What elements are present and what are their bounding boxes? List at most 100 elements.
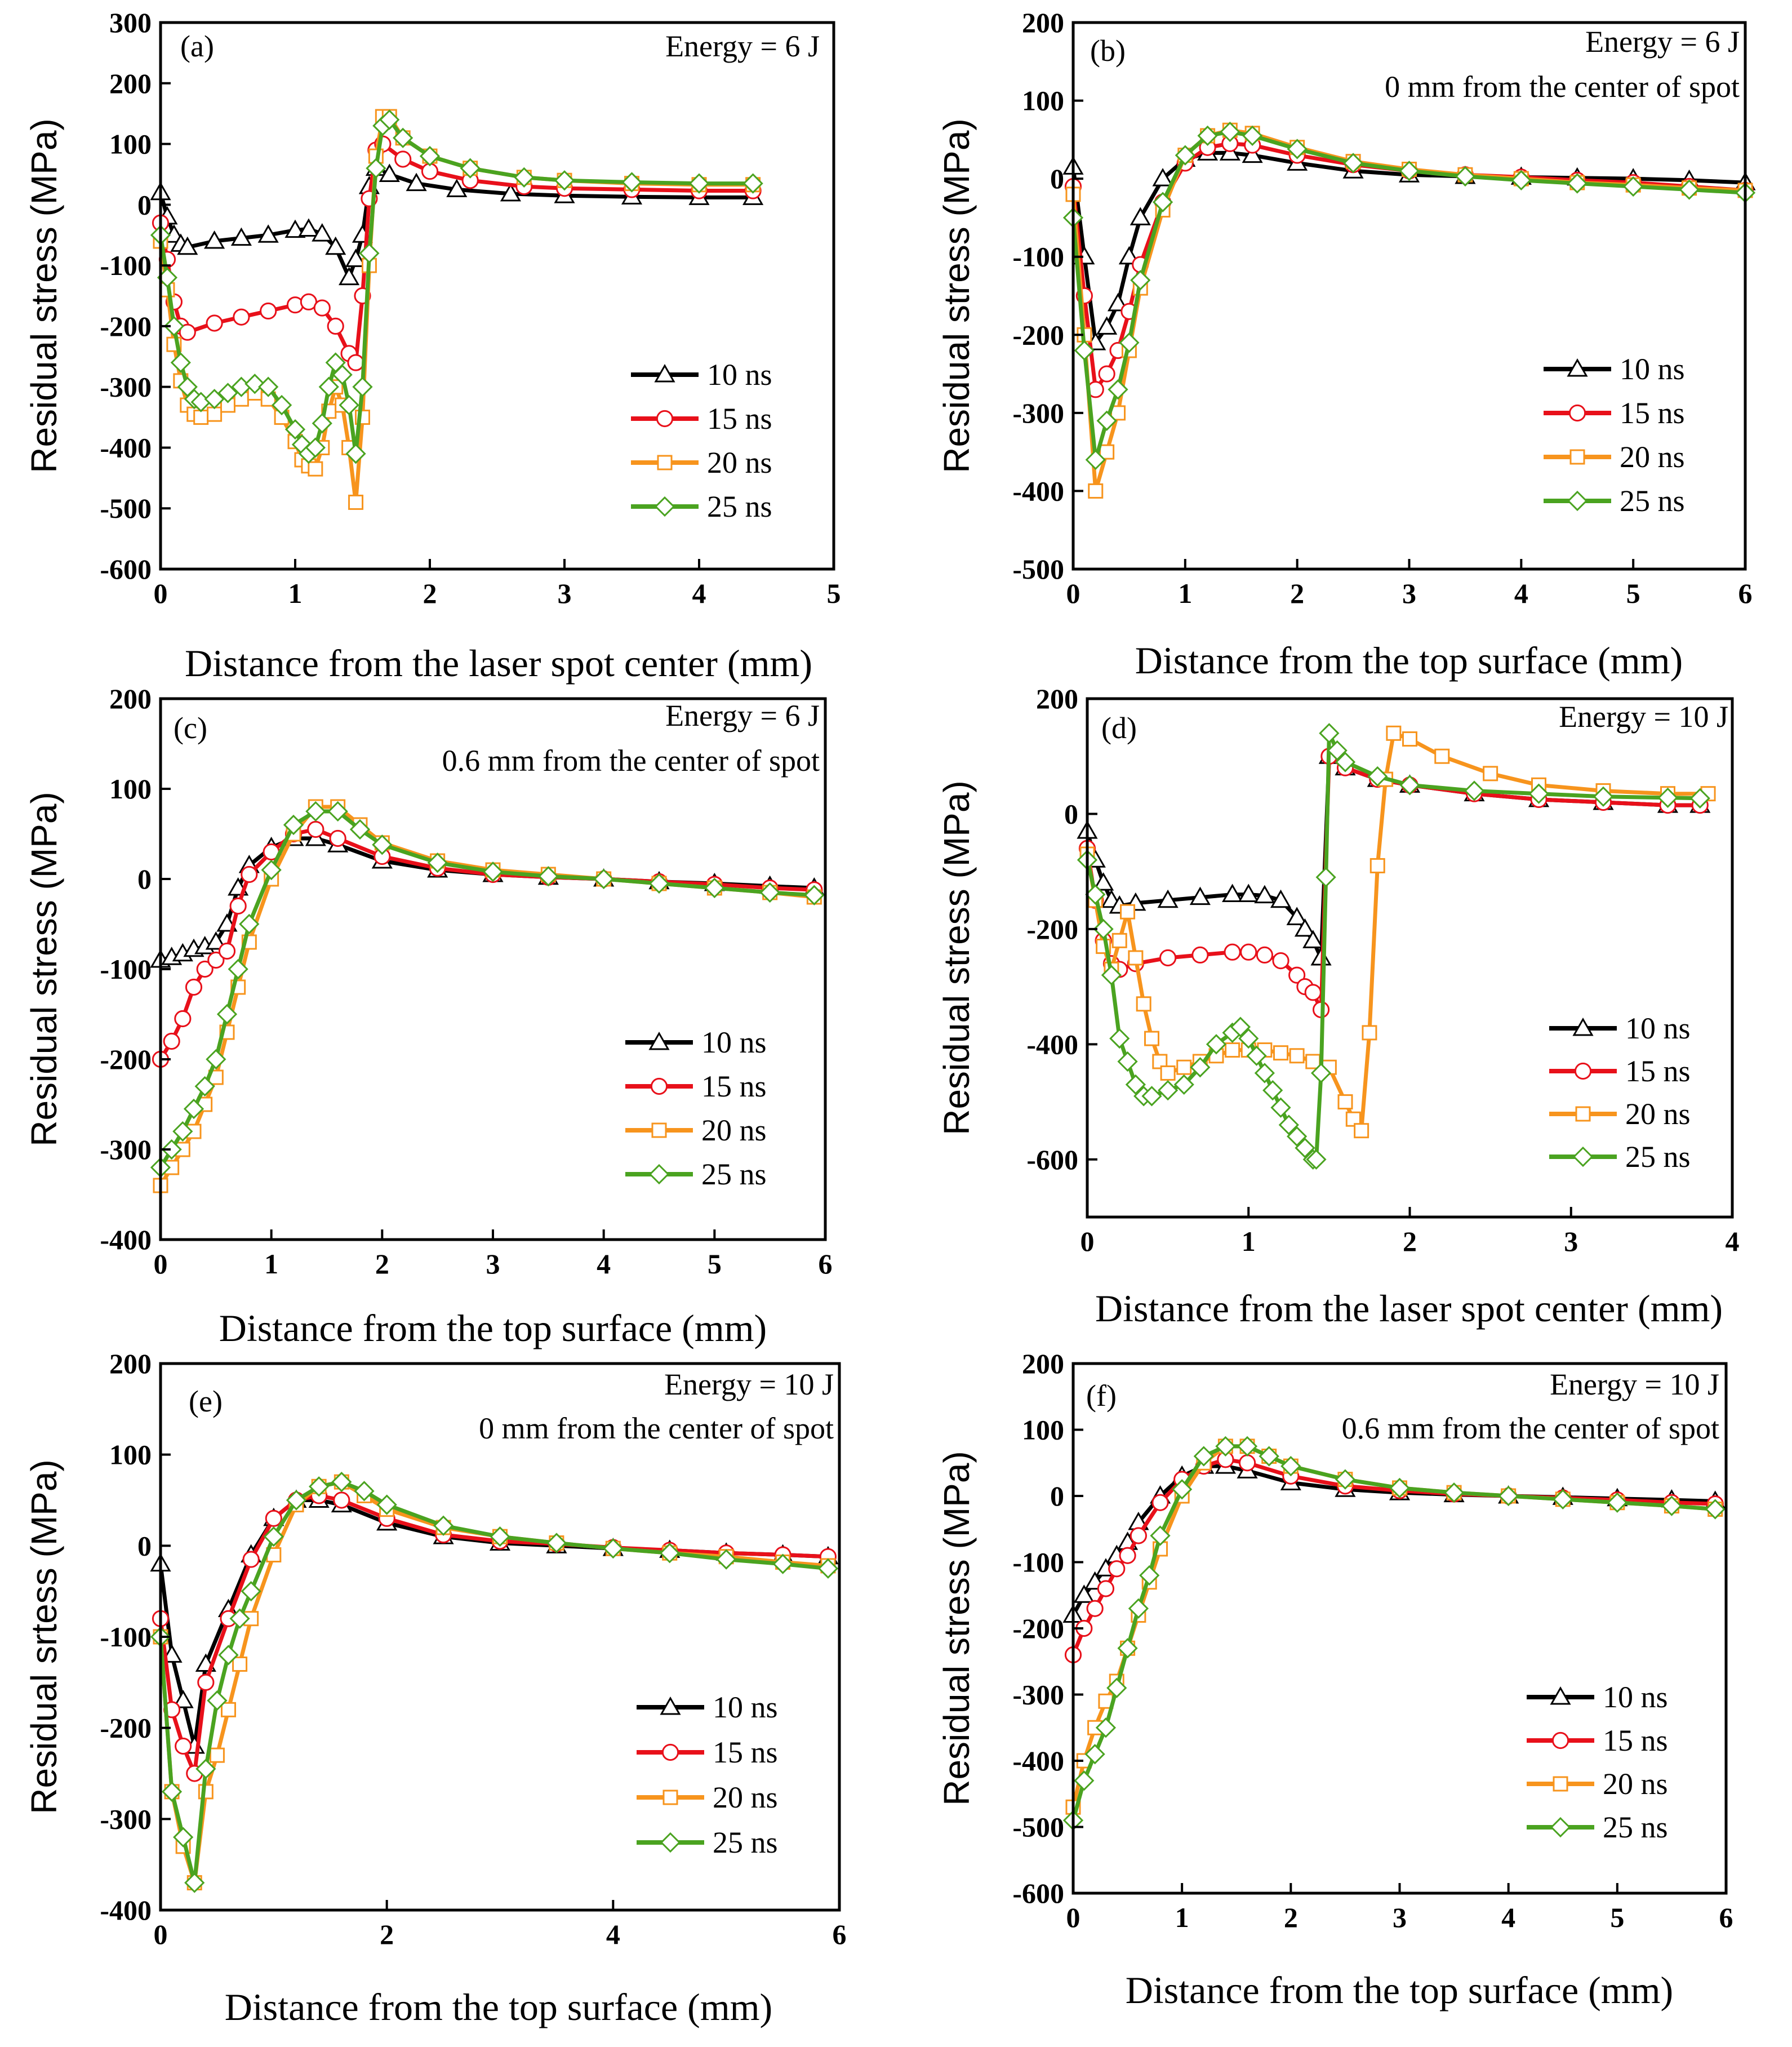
x-axis-label-e: Distance from the top surface (mm) [225, 1986, 772, 2028]
series-line-e-1 [158, 1493, 829, 1775]
y-tick-label-f-7: 100 [1022, 1414, 1064, 1446]
data-point-d-0-7 [1189, 886, 1211, 905]
y-tick-label-a-3: -300 [100, 371, 152, 403]
y-tick-label-d-2: -200 [1026, 913, 1078, 945]
y-tick-label-a-0: -600 [100, 553, 152, 585]
data-point-c-3-11 [305, 801, 326, 822]
data-point-c-3-13 [349, 819, 371, 840]
legend-label-f-2: 20 ns [1603, 1767, 1668, 1801]
data-point-a-3-35 [742, 173, 763, 194]
data-point-a-3-12 [271, 394, 292, 416]
y-tick-label-f-0: -600 [1012, 1877, 1064, 1909]
y-tick-label-c-6: 200 [109, 683, 152, 714]
legend-label-a-2: 20 ns [707, 446, 772, 479]
y-tick-label-e-0: -400 [100, 1894, 152, 1926]
data-point-a-3-21 [339, 394, 359, 416]
chart-panel-c: 0 1 2 3 4 5 6 -400 -300 -200 -100 0 100 200 Distance f… [24, 683, 833, 1349]
data-point-b-3-15 [1455, 166, 1476, 187]
data-point-a-3-16 [305, 437, 326, 458]
data-point-f-1-7 [1151, 1494, 1169, 1511]
legend-marker-a-1 [656, 410, 674, 428]
x-tick-label-d-3: 3 [1564, 1225, 1578, 1257]
data-point-d-2-30 [1483, 766, 1498, 781]
data-point-e-1-2 [175, 1737, 192, 1755]
data-point-a-3-31 [514, 167, 535, 188]
y-axis-label-e: Residual srtess (MPa) [24, 1459, 64, 1814]
data-point-d-2-18 [1289, 1048, 1305, 1064]
data-point-b-0-3 [1096, 316, 1118, 335]
data-point-f-3-15 [1335, 1469, 1356, 1490]
panel-label-a: (a) [180, 29, 214, 63]
data-point-d-3-5 [1117, 1051, 1138, 1072]
data-point-d-2-23 [1354, 1123, 1369, 1139]
y-tick-label-b-7: 200 [1022, 7, 1064, 38]
legend-marker-f-3 [1550, 1817, 1571, 1838]
legend-label-c-3: 25 ns [701, 1157, 767, 1191]
x-tick-label-f-4: 4 [1501, 1902, 1515, 1933]
y-tick-label-b-6: 100 [1022, 85, 1064, 117]
data-point-b-3-16 [1511, 170, 1532, 191]
data-point-b-3-9 [1197, 125, 1218, 146]
data-point-e-3-3 [184, 1872, 205, 1893]
data-point-c-3-3 [183, 1098, 204, 1120]
x-tick-label-e-3: 6 [833, 1919, 847, 1950]
data-point-a-0-17 [379, 163, 400, 182]
data-point-b-1-3 [1098, 365, 1115, 383]
data-point-a-3-29 [419, 145, 441, 167]
data-point-d-2-4 [1111, 933, 1127, 948]
data-point-b-0-6 [1130, 207, 1151, 225]
y-tick-label-a-5: -100 [100, 250, 152, 281]
data-point-f-3-9 [1172, 1479, 1193, 1500]
data-point-d-3-6 [1125, 1074, 1146, 1095]
data-point-b-3-12 [1287, 139, 1308, 159]
x-tick-label-a-1: 1 [288, 578, 303, 609]
data-point-d-0-2 [1093, 872, 1114, 891]
legend-marker-b-2 [1569, 449, 1585, 465]
data-point-c-3-6 [216, 1003, 238, 1025]
annotation-b-1: 0 mm from the center of spot [1385, 70, 1740, 104]
data-point-f-3-3 [1095, 1717, 1117, 1738]
data-point-a-2-7 [207, 406, 223, 422]
y-tick-label-b-4: -100 [1012, 241, 1064, 273]
data-point-d-0-12 [1286, 907, 1308, 925]
y-tick-label-b-2: -300 [1012, 397, 1064, 429]
x-tick-label-e-2: 4 [606, 1919, 620, 1950]
y-tick-label-c-5: 100 [109, 773, 152, 805]
legend-label-a-1: 15 ns [707, 402, 772, 436]
data-point-f-1-6 [1130, 1527, 1148, 1544]
legend-marker-d-2 [1575, 1106, 1591, 1122]
data-point-d-2-5 [1120, 904, 1136, 920]
data-point-b-3-11 [1242, 125, 1263, 146]
data-point-d-0-10 [1254, 885, 1275, 904]
x-tick-label-b-5: 5 [1626, 578, 1640, 609]
data-point-a-0-7 [257, 224, 279, 243]
x-tick-label-b-1: 1 [1178, 578, 1192, 609]
x-tick-label-a-0: 0 [154, 578, 168, 609]
data-point-e-3-15 [433, 1515, 454, 1536]
data-point-e-3-4 [195, 1759, 216, 1779]
data-point-d-3-4 [1109, 1028, 1130, 1049]
legend-marker-d-3 [1572, 1146, 1594, 1167]
data-point-b-3-19 [1679, 179, 1700, 200]
data-point-a-3-17 [312, 413, 332, 434]
data-point-f-3-12 [1237, 1436, 1258, 1457]
annotation-d-0: Energy = 10 J [1559, 700, 1728, 734]
x-tick-label-b-2: 2 [1290, 578, 1304, 609]
data-point-d-2-6 [1128, 950, 1144, 966]
chart-panel-d: 0 1 2 3 4 -600 -400 -200 0 200 Distance from the l… [936, 683, 1740, 1330]
data-point-d-3-32 [1464, 780, 1485, 801]
data-point-f-1-5 [1119, 1547, 1136, 1564]
legend-label-b-2: 20 ns [1620, 440, 1685, 474]
y-tick-label-d-0: -600 [1026, 1144, 1078, 1175]
data-point-a-0-11 [325, 236, 346, 255]
x-tick-label-b-3: 3 [1402, 578, 1416, 609]
panel-label-b: (b) [1090, 34, 1126, 68]
y-tick-label-d-4: 200 [1036, 683, 1078, 714]
chart-panel-e: 0 2 4 6 -400 -300 -200 -100 0 100 200 Distance from… [24, 1348, 847, 2028]
data-point-d-1-6 [1159, 949, 1177, 967]
annotation-b-0: Energy = 6 J [1585, 25, 1740, 59]
data-point-a-3-20 [332, 364, 353, 385]
data-point-a-3-33 [621, 172, 642, 193]
data-point-d-0-9 [1238, 883, 1259, 903]
data-point-f-1-2 [1086, 1600, 1104, 1617]
